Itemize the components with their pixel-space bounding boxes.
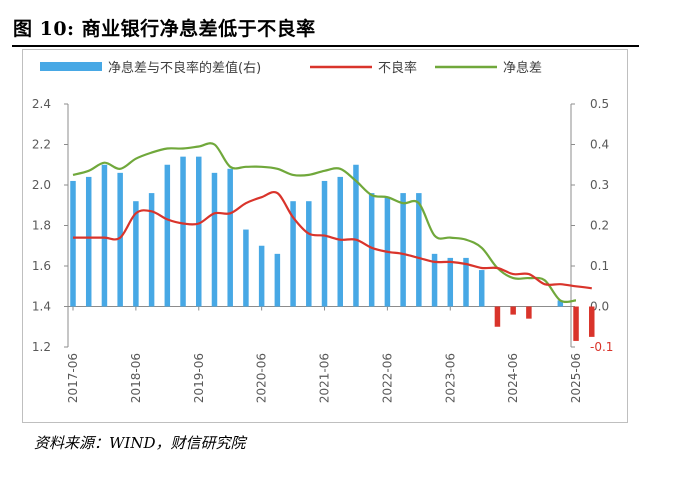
legend-label-npl: 不良率 [378, 60, 417, 76]
title-rule [12, 45, 639, 47]
diff-bar [368, 193, 375, 307]
diff-bar [573, 306, 579, 341]
npl-ratio-line [73, 190, 592, 290]
right-tick-label: 0.0 [590, 300, 609, 314]
right-tick-label: 0.1 [590, 259, 609, 273]
left-tick-label: 2.0 [32, 178, 51, 192]
axes: 2.4 2.2 2.0 1.8 1.6 1.4 1.2 0.5 0.4 0.3 0.2 0.1 0.0 -… [32, 97, 614, 403]
right-tick-label: 0.5 [590, 97, 609, 111]
diff-bar [180, 156, 186, 307]
legend-label-nim: 净息差 [503, 60, 542, 76]
left-tick-label: 2.2 [32, 138, 51, 152]
diff-bar [400, 193, 406, 307]
diff-bar [431, 253, 438, 307]
diff-bar [589, 306, 595, 337]
x-tick-label: 2023-06 [443, 353, 457, 403]
legend-swatch-bar [40, 62, 102, 71]
legend: 净息差与不良率的差值(右) 不良率 净息差 [40, 60, 542, 76]
diff-bar [557, 300, 564, 307]
diff-bar [447, 257, 454, 307]
diff-bar [290, 201, 296, 307]
left-tick-label: 1.2 [32, 340, 51, 354]
diff-bar [211, 172, 218, 307]
diff-bar [148, 193, 155, 307]
diff-bar [101, 164, 108, 307]
x-tick-label: 2020-06 [255, 353, 269, 403]
diff-bar [164, 164, 171, 307]
left-tick-label: 2.4 [32, 97, 51, 111]
diff-bar [70, 180, 76, 307]
net-interest-margin-line [72, 142, 577, 303]
series-lines [72, 142, 592, 303]
left-tick-label: 1.6 [32, 259, 51, 273]
diff-bar [85, 176, 92, 307]
diff-bar [274, 253, 281, 307]
right-tick-label: 0.2 [590, 219, 609, 233]
diff-bar [227, 168, 233, 307]
x-tick-label: 2025-06 [569, 353, 583, 403]
left-tick-label: 1.4 [32, 300, 51, 314]
x-tick-label: 2021-06 [318, 353, 332, 403]
right-tick-label: 0.4 [590, 138, 609, 152]
x-tick-label: 2022-06 [380, 353, 394, 403]
left-tick-label: 1.8 [32, 219, 51, 233]
x-tick-label: 2024-06 [506, 353, 520, 403]
x-tick-label: 2018-06 [129, 353, 143, 403]
figure-title: 图 10: 商业银行净息差低于不良率 [13, 18, 316, 40]
diff-bar [337, 176, 343, 307]
legend-label-diff: 净息差与不良率的差值(右) [108, 60, 261, 76]
x-tick-label: 2019-06 [192, 353, 206, 403]
diff-bar [478, 270, 485, 307]
diff-bar [526, 306, 532, 319]
diff-bar [416, 193, 422, 307]
source-note: 资料来源：WIND，财信研究院 [34, 434, 246, 452]
diff-bar [306, 201, 312, 307]
diff-bar [117, 172, 123, 307]
x-tick-label: 2017-06 [66, 353, 80, 403]
right-tick-label: 0.3 [590, 178, 609, 192]
diff-bar [494, 306, 501, 327]
diff-bar [133, 201, 139, 307]
chart-frame [22, 49, 628, 423]
diff-bar [463, 257, 469, 307]
diff-bar [510, 306, 516, 315]
diff-bars [70, 156, 595, 341]
diff-bar [196, 156, 202, 307]
diff-bar [258, 245, 265, 307]
diff-bar [243, 229, 249, 307]
diff-bar [321, 180, 328, 307]
diff-bar [353, 164, 359, 307]
right-tick-label: -0.1 [590, 340, 613, 354]
